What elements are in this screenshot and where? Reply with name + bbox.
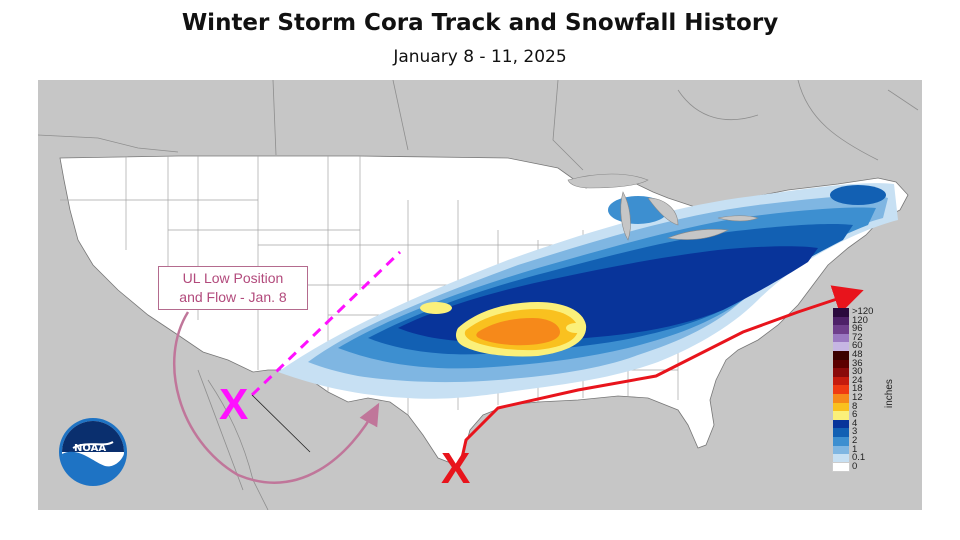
legend-entry: 48 (833, 349, 881, 360)
ul-low-label-line2: and Flow - Jan. 8 (179, 289, 287, 305)
ul-flow-line (250, 250, 402, 397)
legend-swatch (833, 402, 849, 412)
legend-label: 24 (852, 374, 863, 386)
legend-label: >120 (852, 306, 874, 317)
legend-entry: >120 (833, 306, 881, 317)
canada-boundaries (38, 80, 919, 171)
legend-unit: inches (884, 379, 895, 408)
legend-label: 2 (852, 435, 858, 446)
legend-swatch (833, 368, 849, 377)
legend-entry: 4 (833, 417, 881, 429)
snow-blob-ks (420, 302, 452, 314)
snow-band-12 (476, 318, 560, 346)
legend-entry: 24 (833, 374, 881, 386)
legend-entry: 0.1 (833, 452, 881, 464)
legend-label: 8 (852, 400, 858, 412)
legend-swatch (833, 376, 849, 386)
legend-swatch (833, 394, 849, 403)
legend-entry: 30 (833, 366, 881, 378)
legend-swatch (833, 411, 849, 420)
snow-blob-ne (830, 185, 886, 205)
legend-label: 120 (852, 314, 868, 326)
legend-entry: 36 (833, 357, 881, 369)
legend-label: 72 (852, 331, 863, 343)
legend-swatch (833, 419, 849, 429)
lake-michigan (620, 191, 631, 241)
legend-swatch (833, 351, 849, 360)
lake-superior (567, 173, 649, 189)
ul-low-label-line1: UL Low Position (182, 270, 284, 286)
legend-label: 18 (852, 383, 863, 395)
noaa-logo (59, 418, 127, 486)
baja-coast (197, 369, 244, 491)
legend-label: 1 (852, 443, 858, 455)
ul-flow-arrow (173, 311, 380, 484)
legend-label: 3 (852, 426, 858, 438)
mexico-guide-line (251, 394, 311, 453)
legend-swatch (833, 428, 849, 437)
noaa-logo-text: NOAA (74, 443, 107, 454)
page-title: Winter Storm Cora Track and Snowfall His… (181, 10, 779, 36)
legend-entry: 2 (833, 435, 881, 446)
legend-entry: 96 (833, 323, 881, 335)
legend-swatch (833, 385, 849, 394)
legend-swatch (833, 308, 849, 317)
legend-label: 0 (852, 460, 858, 472)
legend-swatch (833, 359, 849, 369)
lake-ontario (717, 215, 759, 222)
legend-swatch (833, 437, 849, 446)
great-lakes (567, 173, 759, 241)
legend-label: 30 (852, 366, 863, 378)
ul-low-label: UL Low Position and Flow - Jan. 8 (158, 266, 308, 310)
legend-label: 4 (852, 417, 858, 429)
legend-label: 96 (852, 323, 863, 335)
legend-swatch (833, 333, 849, 343)
legend-label: 0.1 (852, 452, 866, 464)
snowfall-shading (278, 183, 898, 399)
lake-erie (666, 228, 730, 240)
legend-label: 48 (852, 349, 863, 360)
legend-entry: 120 (833, 314, 881, 326)
snowfall-map (38, 80, 922, 510)
legend-swatch (833, 316, 849, 326)
mexico-coast (207, 379, 269, 510)
legend-entry: 72 (833, 331, 881, 343)
legend-entry: 60 (833, 340, 881, 352)
legend-label: 36 (852, 357, 863, 369)
legend-entry: 8 (833, 400, 881, 412)
legend-entry: 0 (832, 460, 881, 473)
legend-swatch (833, 445, 849, 455)
legend-entry: 1 (833, 443, 881, 455)
legend-label: 60 (852, 340, 863, 352)
surface-low-marker: X (441, 444, 471, 493)
legend-swatch (833, 342, 849, 351)
lake-huron (647, 197, 679, 226)
legend-entry: 3 (833, 426, 881, 438)
legend-label: 6 (852, 409, 858, 421)
legend-swatch (833, 454, 849, 463)
page-subtitle: January 8 - 11, 2025 (393, 47, 567, 67)
legend-entry: 18 (833, 383, 881, 395)
legend-label: 12 (852, 392, 863, 403)
legend-entry: 6 (833, 409, 881, 421)
snow-blob-va (566, 323, 586, 333)
legend-entry: 12 (833, 392, 881, 403)
legend-swatch (832, 461, 850, 473)
ul-low-marker: X (219, 380, 249, 429)
legend-swatch (833, 325, 849, 334)
surface-low-track (460, 285, 864, 459)
